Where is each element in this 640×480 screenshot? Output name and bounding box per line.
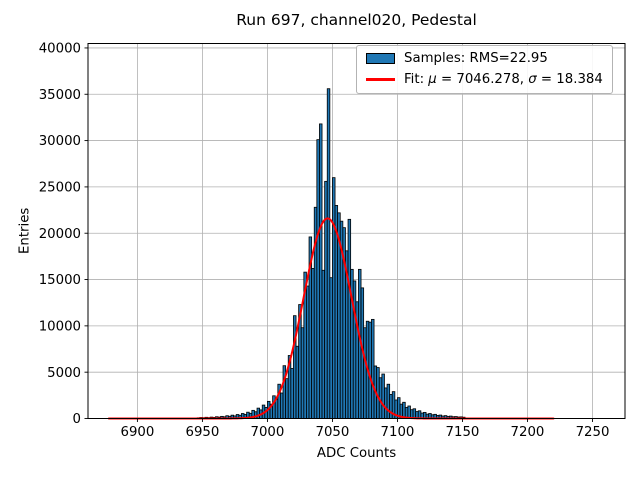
axes-frame (87, 43, 626, 419)
x-tick-label: 7200 (511, 425, 545, 440)
x-tick-label: 7250 (576, 425, 610, 440)
y-tick-label: 5000 (47, 366, 81, 381)
y-tick-label: 0 (73, 412, 81, 427)
legend-item-fit: Fit: μ = 7046.278, σ = 18.384 (366, 72, 603, 87)
legend-item-samples: Samples: RMS=22.95 (366, 51, 603, 66)
histogram-bars (196, 88, 466, 419)
x-tick-label: 7000 (251, 425, 285, 440)
y-tick-label: 35000 (39, 88, 81, 103)
y-tick-label: 20000 (39, 227, 81, 242)
y-tick-label: 30000 (39, 134, 81, 149)
legend-samples-label: Samples: RMS=22.95 (404, 51, 548, 66)
x-tick-label: 6950 (185, 425, 219, 440)
y-tick-label: 15000 (39, 273, 81, 288)
legend-fit-label: Fit: μ = 7046.278, σ = 18.384 (404, 72, 603, 87)
x-tick-label: 7150 (446, 425, 480, 440)
x-tick-label: 7100 (381, 425, 415, 440)
tick-labels: 6900 6950 7000 7050 7100 7150 7200 7250 0 5000 100… (39, 42, 610, 440)
sigma-symbol: σ (528, 72, 537, 87)
legend: Samples: RMS=22.95 Fit: μ = 7046.278, σ … (356, 45, 613, 94)
x-tick-label: 6900 (120, 425, 154, 440)
mu-symbol: μ (428, 72, 437, 87)
y-axis-label: Entries (17, 207, 33, 254)
tick-marks (84, 47, 593, 422)
samples-swatch-icon (366, 53, 395, 64)
y-tick-label: 40000 (39, 42, 81, 57)
chart-title: Run 697, channel020, Pedestal (236, 11, 477, 29)
x-axis-label: ADC Counts (316, 446, 397, 461)
y-tick-label: 25000 (39, 181, 81, 196)
fit-line-icon (366, 78, 395, 81)
x-tick-label: 7050 (316, 425, 350, 440)
y-tick-label: 10000 (39, 319, 81, 334)
